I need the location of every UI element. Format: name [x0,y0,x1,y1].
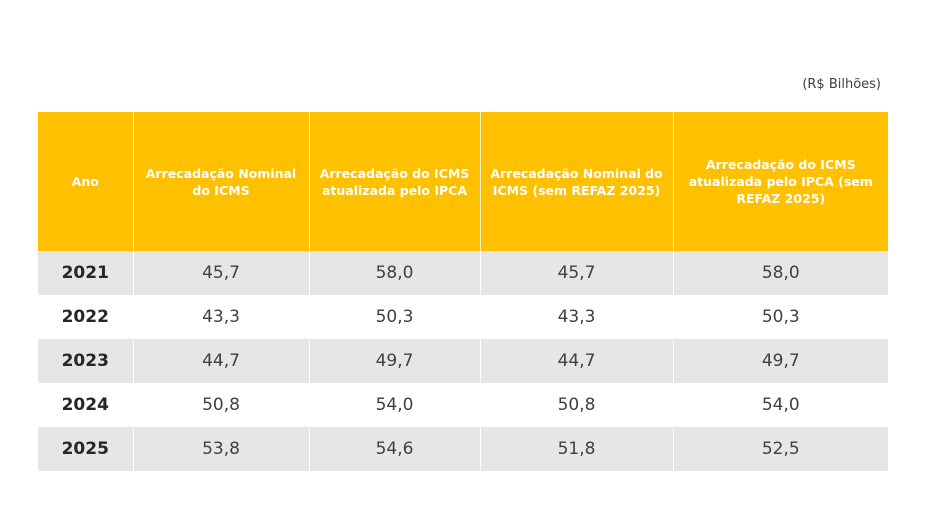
value-cell: 49,7 [308,339,480,383]
unit-label: (R$ Bilhões) [802,77,881,92]
value-cell: 45,7 [132,251,309,295]
value-cell: 58,0 [308,251,480,295]
value-cell: 44,7 [132,339,309,383]
header-ipca-sem-refaz: Arrecadação do ICMS atualizada pelo IPCA… [672,112,888,251]
value-cell: 52,5 [672,427,888,471]
value-cell: 58,0 [672,251,888,295]
value-cell: 50,3 [672,295,888,339]
header-nominal-sem-refaz: Arrecadação Nominal do ICMS (sem REFAZ 2… [479,112,673,251]
year-cell: 2025 [38,427,133,471]
value-cell: 50,8 [132,383,309,427]
value-cell: 49,7 [672,339,888,383]
value-cell: 54,6 [308,427,480,471]
value-cell: 54,0 [308,383,480,427]
value-cell: 53,8 [132,427,309,471]
year-cell: 2021 [38,251,133,295]
icms-table: Ano Arrecadação Nominal do ICMS Arrecada… [38,112,888,471]
header-nominal: Arrecadação Nominal do ICMS [132,112,309,251]
table-row: 2024 50,8 54,0 50,8 54,0 [38,383,888,427]
year-cell: 2024 [61,395,109,415]
value-cell: 45,7 [479,251,673,295]
value-cell: 50,8 [479,383,673,427]
value-cell: 51,8 [479,427,673,471]
value-cell: 54,0 [672,383,888,427]
value-cell: 43,3 [479,295,673,339]
header-ipca: Arrecadação do ICMS atualizada pelo IPCA [308,112,480,251]
table-row: 2022 43,3 50,3 43,3 50,3 [38,295,888,339]
header-ano: Ano [38,112,133,251]
table-row: 2021 45,7 58,0 45,7 58,0 [38,251,888,295]
table-row: 2025 53,8 54,6 51,8 52,5 [38,427,888,471]
year-cell: 2022 [61,307,109,327]
value-cell: 44,7 [479,339,673,383]
value-cell: 50,3 [308,295,480,339]
header-row: Ano Arrecadação Nominal do ICMS Arrecada… [38,112,888,251]
value-cell: 43,3 [132,295,309,339]
table-row: 2023 44,7 49,7 44,7 49,7 [38,339,888,383]
year-cell: 2023 [38,339,133,383]
